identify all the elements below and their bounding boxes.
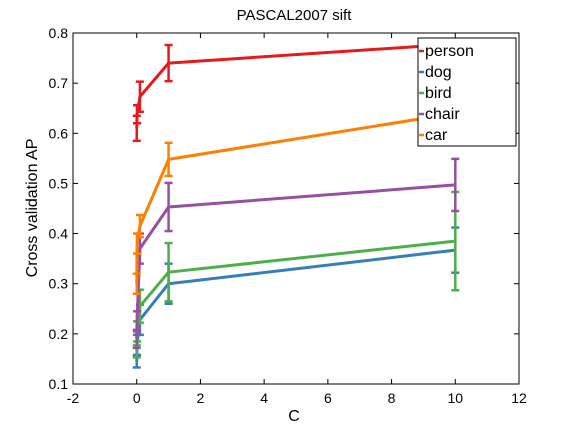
y-tick-label: 0.1: [49, 376, 69, 392]
x-tick-label: 0: [133, 390, 141, 406]
legend-label: person: [425, 43, 474, 60]
series-dog: [132, 226, 460, 369]
series-line: [135, 42, 456, 129]
series-line: [135, 239, 456, 352]
legend: person dog bird chair car: [417, 37, 517, 147]
y-tick-label: 0.4: [49, 226, 69, 242]
y-tick-label: 0.2: [49, 326, 69, 342]
y-tick-label: 0.5: [49, 175, 69, 191]
chart-title: PASCAL2007 sift: [237, 7, 353, 24]
series-bird: [132, 190, 460, 359]
legend-box: [417, 37, 517, 147]
series-person: [132, 37, 460, 143]
x-axis-label: C: [288, 408, 300, 425]
x-tick-label: 4: [260, 390, 268, 406]
y-tick-label: 0.8: [49, 25, 69, 41]
legend-item-car: car: [419, 127, 448, 144]
series-car: [132, 106, 460, 295]
y-axis-label: Cross validation AP: [24, 139, 41, 278]
x-tick-label: 6: [324, 390, 332, 406]
x-tick-label: 12: [511, 390, 527, 406]
y-tick-label: 0.6: [49, 125, 69, 141]
legend-item-chair: chair: [419, 106, 460, 123]
series-group: [132, 37, 460, 369]
x-tick-label: 10: [447, 390, 463, 406]
legend-item-bird: bird: [419, 85, 452, 102]
x-tick-label: 2: [197, 390, 205, 406]
legend-label: dog: [425, 64, 452, 81]
legend-item-dog: dog: [419, 64, 452, 81]
legend-label: bird: [425, 85, 452, 102]
plot-frame: [72, 32, 520, 385]
legend-item-person: person: [419, 43, 474, 60]
y-tick-label: 0.7: [49, 75, 69, 91]
series-line: [135, 248, 456, 362]
legend-label: chair: [425, 106, 460, 123]
x-tick-label: 8: [388, 390, 396, 406]
legend-label: car: [425, 127, 448, 144]
series-line: [135, 183, 456, 339]
x-tick-label: -2: [67, 390, 80, 406]
series-chair: [132, 157, 460, 350]
y-tick-label: 0.3: [49, 276, 69, 292]
